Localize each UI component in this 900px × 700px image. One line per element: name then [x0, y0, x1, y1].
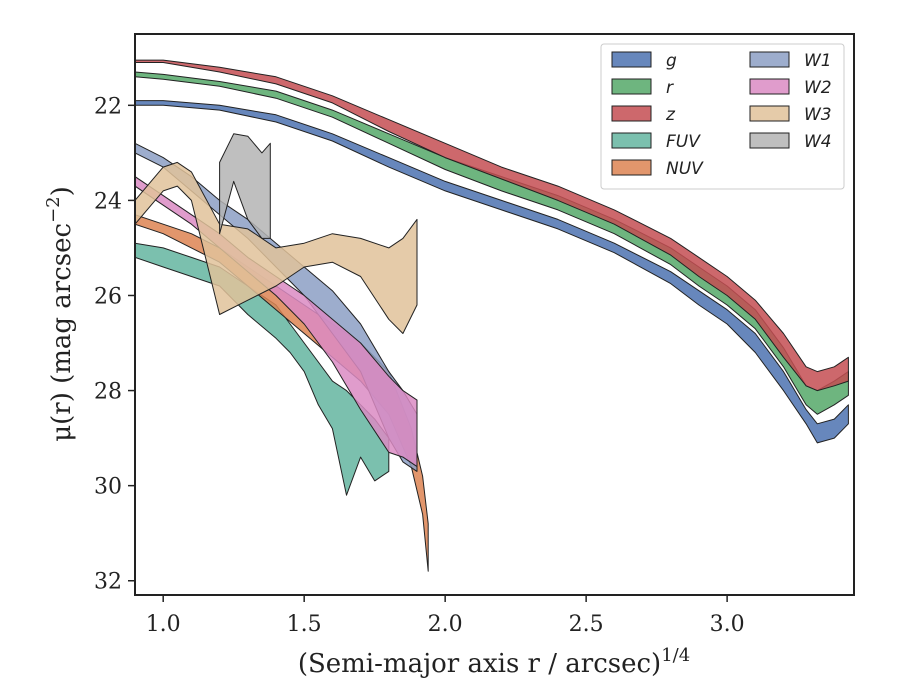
- legend-label-r: r: [666, 78, 674, 98]
- x-tick-label: 2.5: [569, 612, 604, 637]
- legend-swatch-z: [611, 105, 652, 122]
- x-tick-label: 2.0: [428, 612, 463, 637]
- legend-swatch-w1: [749, 51, 790, 68]
- series-band-z: [135, 59, 849, 392]
- legend-swatch-fuv: [611, 132, 652, 149]
- y-axis-label: μ(r) (mag arcsec−2): [43, 186, 77, 442]
- y-tick-label: 28: [94, 380, 122, 405]
- series-band-g: [135, 100, 849, 444]
- series-layer: [135, 59, 849, 572]
- legend-swatch-w2: [749, 78, 790, 95]
- legend-entries: grz FUV NUV W1 W2 W3 W4: [611, 51, 832, 179]
- legend-label-w1: W1: [804, 51, 832, 71]
- series-band-w3: [135, 161, 418, 334]
- legend-swatch-r: [611, 78, 652, 95]
- series-band-w4: [219, 133, 271, 239]
- x-tick-label: 1.5: [287, 612, 322, 637]
- legend-swatch-g: [611, 51, 652, 68]
- x-tick-label: 1.0: [146, 612, 181, 637]
- legend-label-g: g: [666, 51, 677, 71]
- legend-label-fuv: FUV: [666, 132, 701, 152]
- legend-label-z: z: [665, 105, 676, 125]
- y-tick-label: 22: [94, 94, 122, 119]
- y-tick-label: 32: [94, 570, 122, 595]
- x-axis-label: (Semi-major axis r / arcsec)1/4: [298, 645, 690, 679]
- x-tick-label: 3.0: [710, 612, 745, 637]
- y-axis-ticks: 22 24 26 28 30 32: [94, 94, 135, 595]
- x-axis-ticks: 1.0 1.5 2.0 2.5 3.0: [146, 595, 745, 637]
- legend-label-w3: W3: [804, 105, 832, 125]
- legend-swatch-nuv: [611, 159, 652, 176]
- legend-label-w2: W2: [804, 78, 832, 98]
- legend-label-nuv: NUV: [666, 159, 704, 179]
- legend: grz FUV NUV W1 W2 W3 W4: [600, 43, 845, 190]
- y-tick-label: 26: [94, 284, 122, 309]
- y-tick-label: 24: [94, 189, 122, 214]
- plot-area-frame: [134, 33, 855, 596]
- legend-swatch-w4: [749, 132, 790, 149]
- legend-swatch-w3: [749, 105, 790, 122]
- legend-label-w4: W4: [804, 132, 832, 152]
- y-tick-label: 30: [94, 475, 122, 500]
